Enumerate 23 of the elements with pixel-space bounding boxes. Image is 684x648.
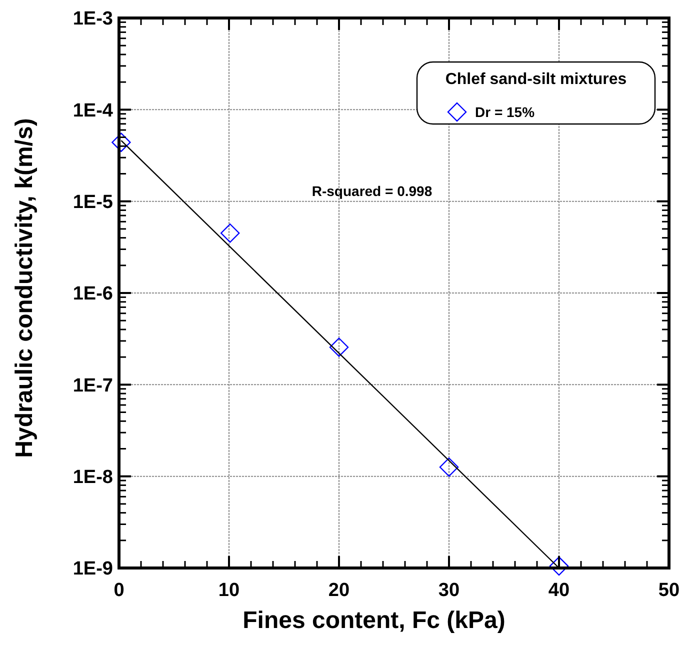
x-tick-label: 50 [658, 580, 680, 601]
point [112, 132, 131, 152]
y-tick-label: 1E-7 [72, 375, 113, 396]
y-tick-label: 1E-9 [72, 558, 113, 580]
x-tick-label: 10 [218, 580, 240, 601]
y-tick-label: 1E-6 [72, 284, 113, 305]
y-tick-label: 1E-8 [72, 466, 113, 488]
y-tick-label: 1E-5 [72, 192, 114, 213]
point [439, 458, 459, 477]
x-tick-label: 40 [548, 580, 570, 601]
annotation: R-squared = 0.998 [312, 183, 432, 199]
y-tick-label: 1E-4 [72, 100, 114, 122]
point [220, 224, 240, 243]
y-axis-title: Hydraulic conductivity, k(m/s) [11, 118, 38, 458]
point [329, 338, 349, 357]
x-axis-title: Fines content, Fc (kPa) [242, 607, 506, 634]
x-tick-label: 20 [328, 580, 350, 601]
y-tick-label: 1E-3 [72, 8, 113, 30]
x-tick-label: 30 [438, 580, 460, 601]
legend-label: Dr = 15% [475, 104, 536, 120]
legend-title: Chlef sand-silt mixtures [445, 71, 627, 88]
legend-item: Dr = 15% [447, 102, 535, 122]
x-tick-label: 0 [114, 580, 124, 601]
